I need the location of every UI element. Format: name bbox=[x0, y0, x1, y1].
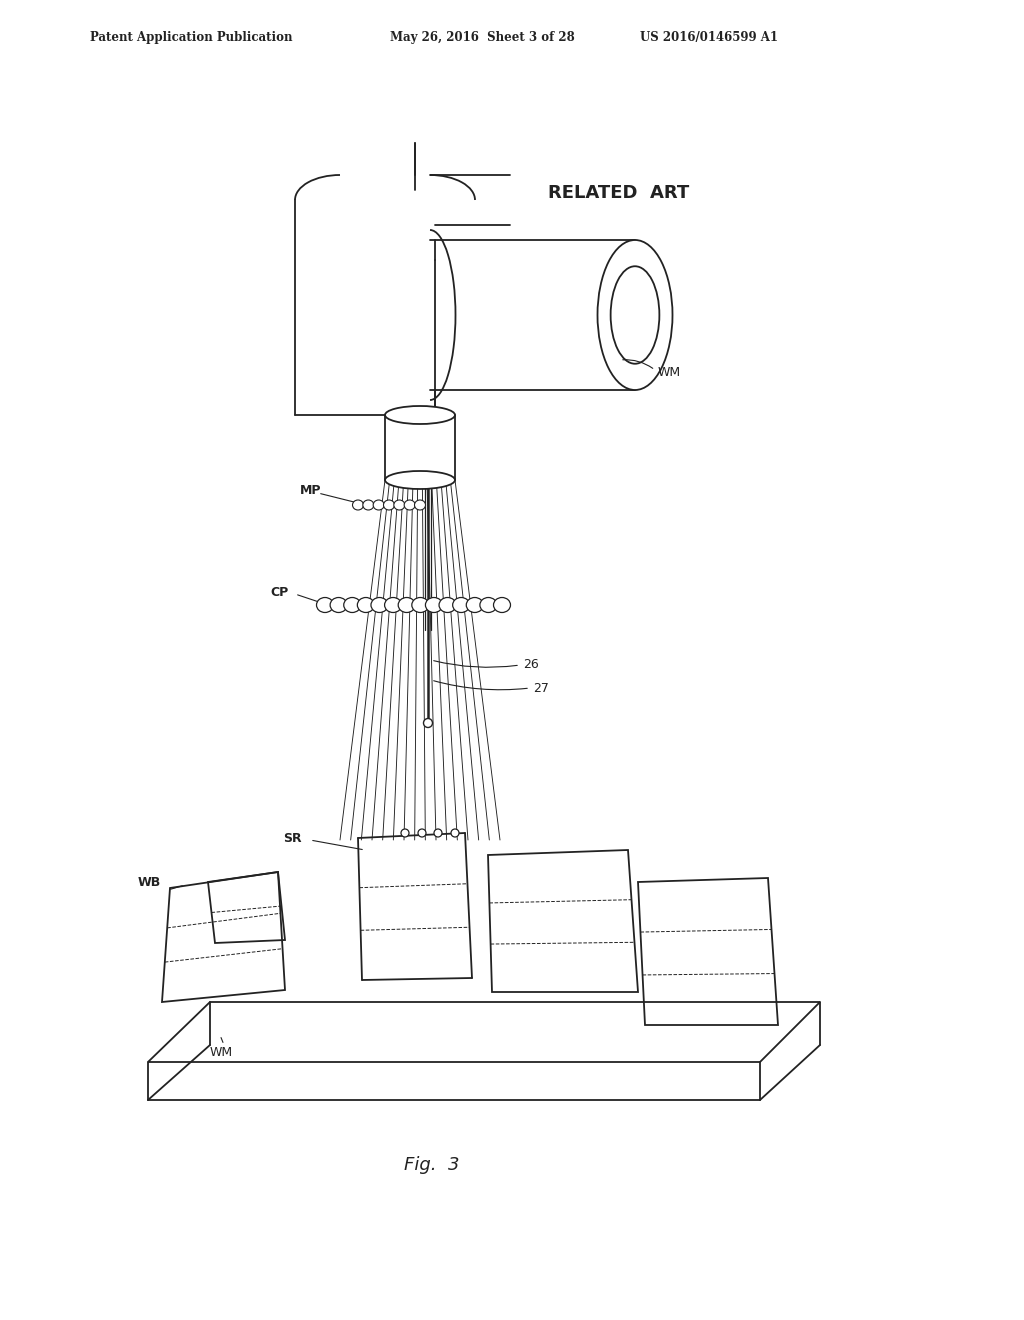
Ellipse shape bbox=[597, 240, 673, 389]
Ellipse shape bbox=[385, 598, 401, 612]
Ellipse shape bbox=[418, 829, 426, 837]
Ellipse shape bbox=[404, 500, 415, 510]
Ellipse shape bbox=[394, 500, 404, 510]
Text: RELATED  ART: RELATED ART bbox=[548, 183, 689, 202]
Text: SR: SR bbox=[283, 832, 302, 845]
Text: 27: 27 bbox=[534, 681, 549, 694]
Ellipse shape bbox=[494, 598, 511, 612]
Ellipse shape bbox=[434, 829, 442, 837]
Ellipse shape bbox=[480, 598, 497, 612]
Ellipse shape bbox=[330, 598, 347, 612]
Ellipse shape bbox=[344, 598, 360, 612]
Ellipse shape bbox=[439, 598, 456, 612]
Ellipse shape bbox=[384, 500, 394, 510]
Ellipse shape bbox=[385, 407, 455, 424]
Text: 26: 26 bbox=[523, 659, 539, 672]
Text: May 26, 2016  Sheet 3 of 28: May 26, 2016 Sheet 3 of 28 bbox=[390, 30, 574, 44]
Text: WM: WM bbox=[658, 366, 681, 379]
Ellipse shape bbox=[373, 500, 384, 510]
Ellipse shape bbox=[398, 598, 415, 612]
Text: Fig.  3: Fig. 3 bbox=[404, 1156, 460, 1173]
Ellipse shape bbox=[412, 598, 429, 612]
Ellipse shape bbox=[451, 829, 459, 837]
Text: MP: MP bbox=[300, 483, 322, 496]
Ellipse shape bbox=[415, 500, 426, 510]
Ellipse shape bbox=[385, 471, 455, 488]
Ellipse shape bbox=[371, 598, 388, 612]
Text: Patent Application Publication: Patent Application Publication bbox=[90, 30, 293, 44]
Ellipse shape bbox=[424, 718, 432, 727]
Ellipse shape bbox=[610, 267, 659, 364]
Ellipse shape bbox=[401, 829, 409, 837]
Text: WB: WB bbox=[138, 876, 161, 890]
Ellipse shape bbox=[362, 500, 374, 510]
Text: CP: CP bbox=[270, 586, 288, 598]
Ellipse shape bbox=[466, 598, 483, 612]
Ellipse shape bbox=[316, 598, 334, 612]
Ellipse shape bbox=[425, 598, 442, 612]
Ellipse shape bbox=[453, 598, 470, 612]
Ellipse shape bbox=[357, 598, 375, 612]
Text: US 2016/0146599 A1: US 2016/0146599 A1 bbox=[640, 30, 778, 44]
Text: WM: WM bbox=[210, 1045, 233, 1059]
Ellipse shape bbox=[352, 500, 364, 510]
